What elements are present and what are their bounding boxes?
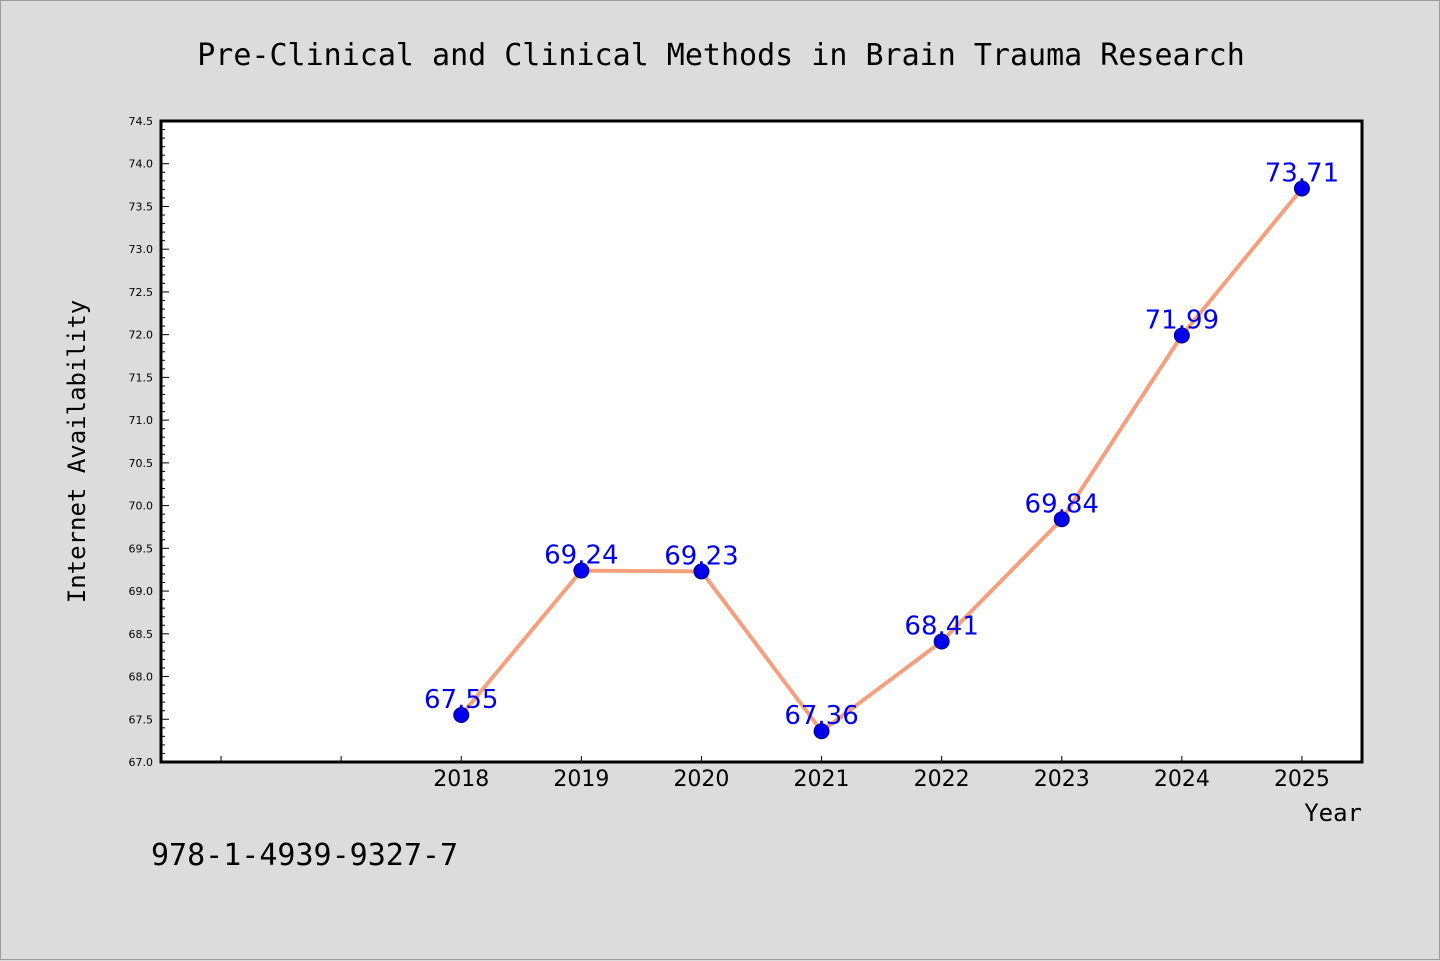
x-tick-label: 2019 <box>553 767 609 792</box>
y-tick-label: 74.5 <box>129 115 154 128</box>
y-tick-label: 68.5 <box>129 628 154 641</box>
data-label: 71.99 <box>1145 306 1219 336</box>
chart-title: Pre-Clinical and Clinical Methods in Bra… <box>197 38 1245 73</box>
x-tick-label: 2024 <box>1154 767 1210 792</box>
y-tick-label: 71.5 <box>129 371 154 384</box>
y-tick-label: 68.0 <box>129 671 154 684</box>
data-point <box>1053 511 1070 528</box>
data-point <box>1173 327 1190 344</box>
isbn-label: 978-1-4939-9327-7 <box>151 838 458 873</box>
y-axis-label: Internet Availability <box>63 300 91 603</box>
x-axis: 2018 2019 2020 2021 2022 2023 2024 2025 <box>220 756 1330 792</box>
series-group: 67.55 69.24 69.23 67.36 68.41 69.84 71.99 73.71 <box>424 159 1339 740</box>
y-tick-label: 70.0 <box>129 500 154 513</box>
y-tick-label: 67.5 <box>129 713 154 726</box>
y-tick-label: 72.0 <box>129 329 154 342</box>
x-tick-label: 2021 <box>794 767 850 792</box>
data-point <box>813 723 830 740</box>
data-label: 68.41 <box>904 611 978 641</box>
y-axis: 67.0 67.5 68.0 68.5 69.0 69.5 70.0 70.5 71.0 71.5… <box>129 115 169 769</box>
data-label: 67.55 <box>424 685 498 715</box>
data-label: 69.23 <box>664 541 738 571</box>
x-tick-label: 2022 <box>914 767 970 792</box>
y-tick-label: 70.5 <box>129 457 154 470</box>
x-tick-label: 2020 <box>673 767 729 792</box>
x-axis-label: Year <box>1304 799 1362 827</box>
data-point <box>693 563 710 580</box>
y-tick-label: 72.5 <box>129 286 154 299</box>
data-label: 69.84 <box>1025 489 1099 519</box>
x-tick-label: 2025 <box>1274 767 1330 792</box>
y-tick-label: 67.0 <box>129 756 154 769</box>
plot-area <box>159 119 1364 764</box>
data-point <box>1293 180 1310 197</box>
data-label: 69.24 <box>544 541 618 571</box>
y-tick-label: 71.0 <box>129 414 154 427</box>
y-tick-label: 73.5 <box>129 200 154 213</box>
data-point <box>933 633 950 650</box>
data-label: 67.36 <box>784 701 858 731</box>
x-tick-label: 2018 <box>433 767 489 792</box>
y-tick-label: 69.0 <box>129 585 154 598</box>
y-tick-label: 73.0 <box>129 243 154 256</box>
data-point <box>453 706 470 723</box>
y-tick-label: 74.0 <box>129 158 154 171</box>
series-line <box>459 187 1304 734</box>
data-point <box>573 562 590 579</box>
x-tick-label: 2023 <box>1034 767 1090 792</box>
data-label: 73.71 <box>1265 159 1339 189</box>
y-tick-label: 69.5 <box>129 542 154 555</box>
